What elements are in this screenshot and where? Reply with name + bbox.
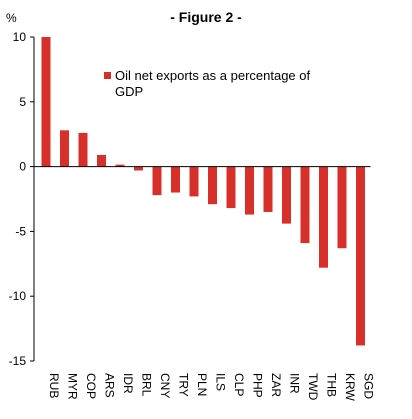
x-tick-label: RUB	[47, 373, 61, 398]
x-tick-label: ZAR	[269, 373, 283, 397]
bar-zar	[263, 166, 273, 212]
x-tick-label: BRL	[140, 373, 154, 397]
bar-rub	[41, 37, 51, 167]
x-tick-label: SGD	[362, 373, 376, 399]
bar-php	[245, 166, 254, 215]
x-tick-label: CLP	[232, 373, 246, 396]
y-tick-label: -15	[9, 354, 27, 368]
y-tick-label: -10	[9, 289, 27, 303]
bar-ils	[208, 166, 217, 205]
bar-inr	[282, 166, 291, 224]
bars	[41, 37, 365, 346]
bar-krw	[337, 166, 347, 249]
bar-idr	[115, 164, 125, 167]
bar-pln	[189, 166, 199, 197]
legend-swatch	[104, 72, 111, 79]
y-axis: 10 5 0 -5 -10 -15%	[6, 11, 35, 368]
y-tick-label: -5	[15, 224, 26, 238]
legend-label: Oil net exports as a percentage of GDP	[115, 68, 311, 99]
bar-myr	[60, 130, 69, 167]
y-tick-label: 0	[19, 160, 26, 174]
x-tick-label: ILS	[214, 373, 228, 391]
bar-cny	[152, 166, 162, 196]
x-tick-label: TWD	[306, 373, 320, 401]
y-axis-label: %	[6, 11, 17, 25]
bar-twd	[300, 166, 310, 244]
bar-clp	[226, 166, 236, 209]
x-tick-label: ARS	[103, 373, 117, 398]
x-tick-label: COP	[84, 373, 98, 399]
x-tick-label: MYR	[66, 373, 80, 400]
x-tick-label: THB	[325, 373, 339, 397]
x-axis: RUB MYR COP ARS IDR BRL CNY TRY PLN ILS CLP PHP ZAR I…	[34, 166, 376, 401]
y-tick-label: 10	[13, 30, 27, 44]
x-tick-label: CNY	[158, 373, 172, 398]
bar-thb	[319, 166, 328, 268]
bar-brl	[134, 166, 143, 171]
bar-sgd	[356, 166, 365, 346]
x-tick-label: PHP	[251, 373, 265, 398]
x-tick-label: IDR	[121, 373, 135, 394]
y-tick-label: 5	[19, 95, 26, 109]
x-tick-label: INR	[288, 373, 302, 394]
x-tick-label: KRW	[343, 373, 357, 401]
bar-ars	[97, 154, 106, 167]
bar-try	[171, 166, 180, 193]
x-tick-label: TRY	[177, 373, 191, 397]
bar-cop	[78, 132, 88, 167]
x-tick-label: PLN	[195, 373, 209, 396]
chart-title: - Figure 2 -	[170, 9, 242, 25]
